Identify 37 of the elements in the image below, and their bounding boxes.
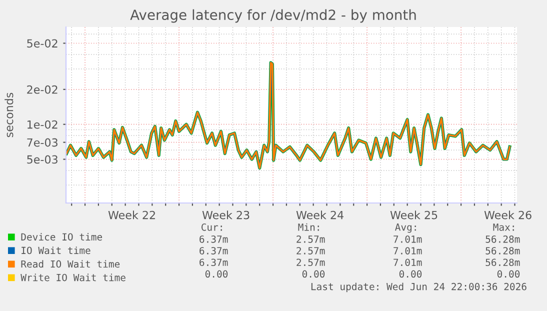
text: 2.57m — [296, 235, 325, 243]
text: 0.00 — [205, 270, 228, 278]
x-tick-label: Week 25 — [390, 210, 438, 220]
legend-label: IO Wait time — [22, 246, 90, 254]
text: Min: — [298, 223, 319, 231]
y-axis-title: seconds — [4, 92, 14, 138]
x-tick-label: Week 26 — [484, 210, 532, 220]
text: 7.01m — [394, 235, 422, 243]
legend-label: Read IO Wait time — [21, 260, 120, 268]
y-tick-label: 1e-02 — [28, 120, 58, 129]
text: 2.57m — [296, 247, 325, 254]
text: 6.37m — [200, 247, 228, 254]
text: 56.28m — [486, 235, 520, 243]
x-tick-label: Week 23 — [202, 210, 250, 220]
text: Avg: — [395, 224, 416, 233]
chart-title: Average latency for /dev/md2 - by month — [130, 9, 416, 23]
text: 2.57m — [296, 258, 325, 266]
text: 0.00 — [302, 270, 325, 278]
y-tick-label: 5e-03 — [27, 155, 58, 164]
text: 6.37m — [200, 235, 228, 243]
text: Max: — [493, 224, 514, 231]
y-tick-label: 2e-02 — [27, 85, 58, 94]
x-tick-label: Week 22 — [108, 210, 155, 220]
text: 0.00 — [497, 270, 520, 278]
text: 7.01m — [394, 247, 422, 254]
text: 56.28m — [486, 258, 520, 266]
y-tick-label: 5e-02 — [27, 39, 58, 48]
text: 7.01m — [394, 258, 422, 266]
y-tick-label: 7e-03 — [27, 138, 58, 147]
text: Last update: Wed Jun 24 22:00:36 2026 — [311, 282, 526, 292]
x-tick-label: Week 24 — [296, 210, 344, 220]
text: 6.37m — [200, 258, 228, 266]
text: 0.00 — [399, 270, 422, 278]
legend-label: Device IO time — [21, 233, 102, 241]
text: Cur: — [202, 223, 222, 231]
text: 56.28m — [486, 247, 520, 254]
legend-label: Write IO Wait time — [20, 274, 126, 282]
